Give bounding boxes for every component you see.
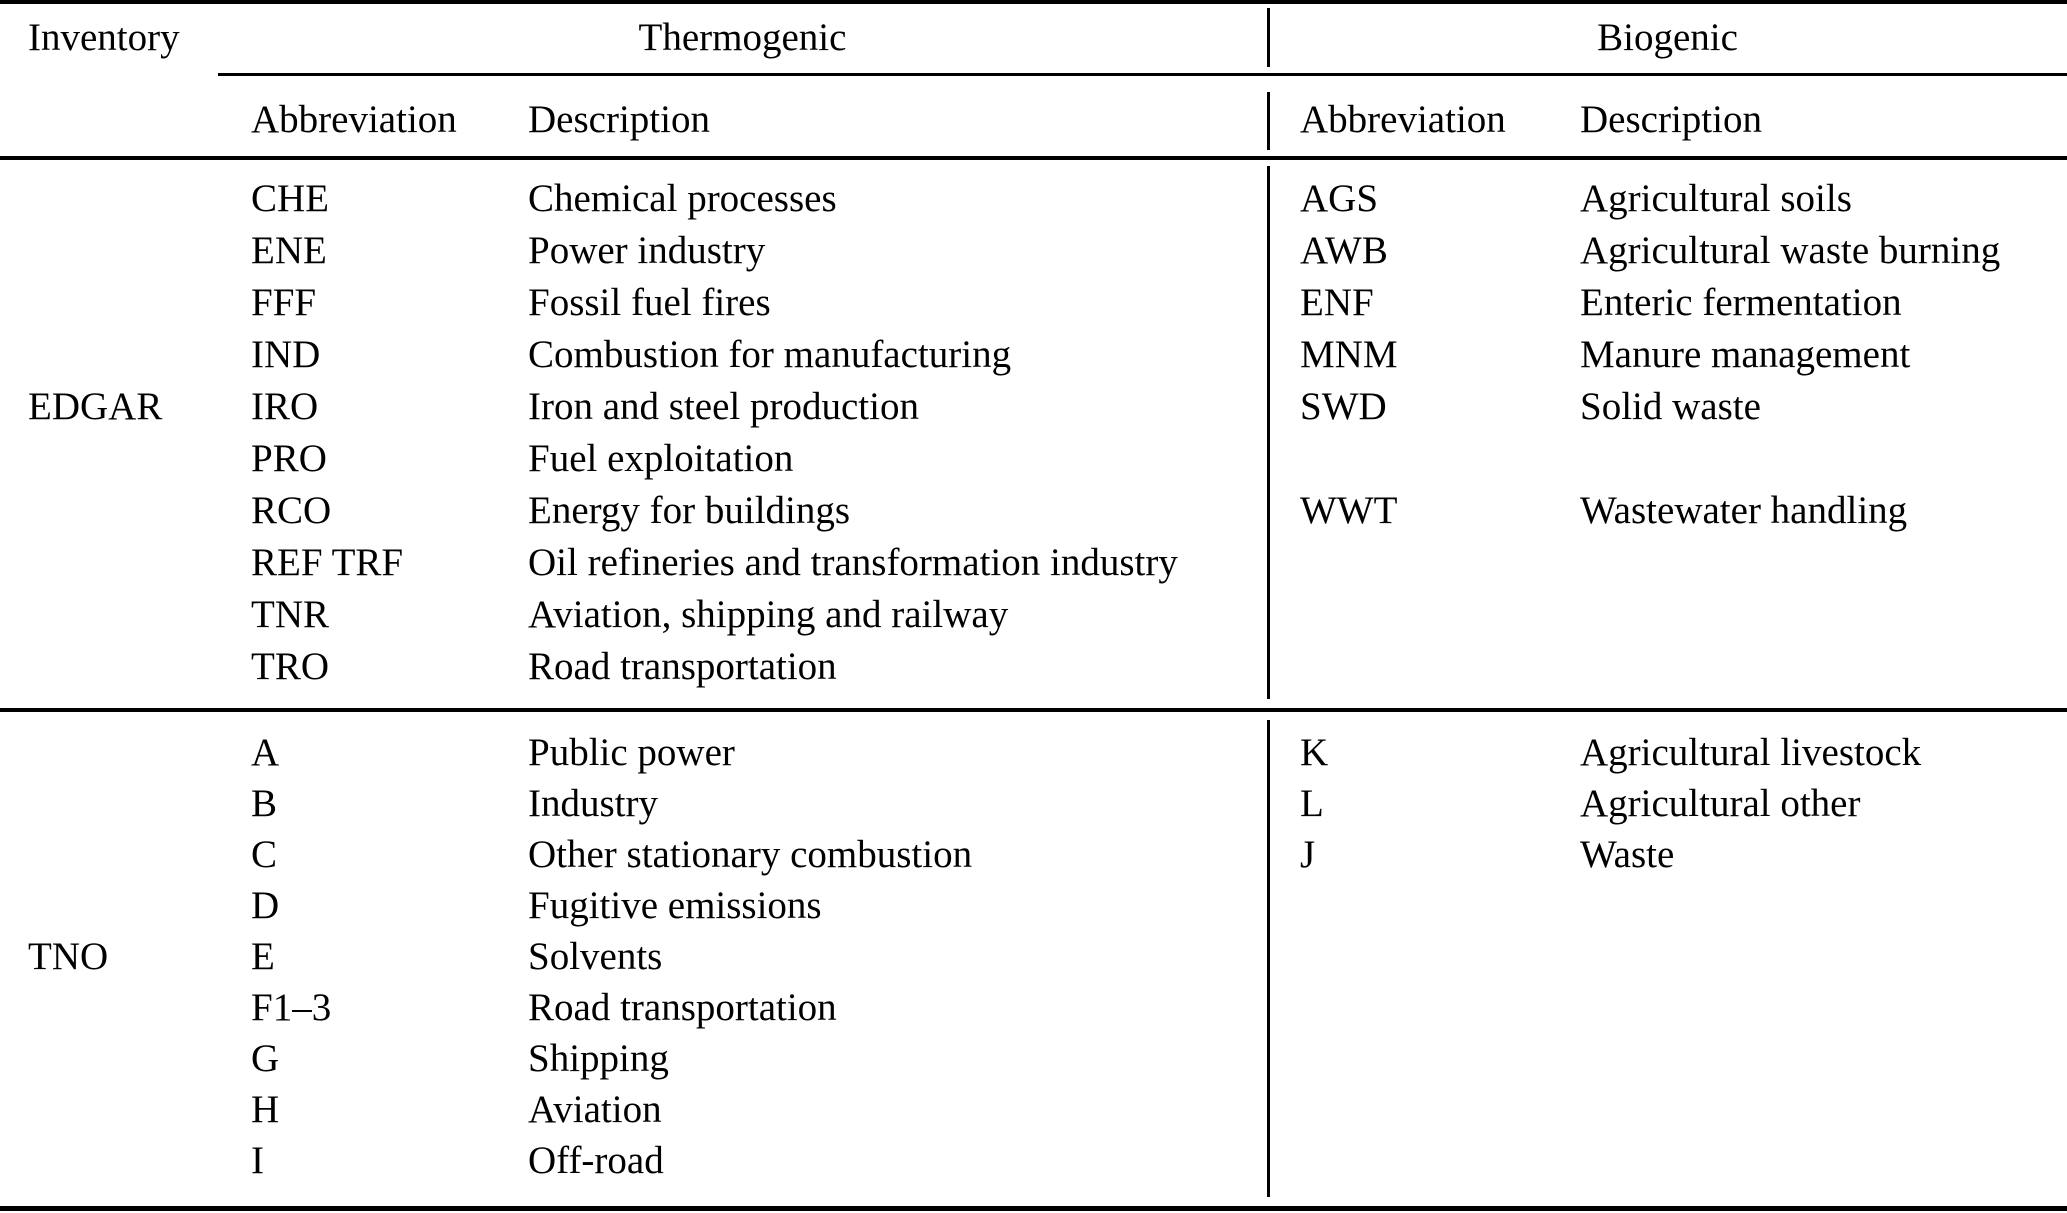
abbreviation-cell: B <box>251 782 278 825</box>
abbreviation-cell: TNR <box>251 593 329 636</box>
description-cell: Energy for buildings <box>528 489 851 532</box>
description-cell: Agricultural livestock <box>1580 731 1922 774</box>
description-cell: Enteric fermentation <box>1580 281 1902 324</box>
column-header-abbreviation-thermogenic: Abbreviation <box>251 98 457 141</box>
abbreviation-cell: RCO <box>251 489 332 532</box>
abbreviation-cell: ENE <box>251 229 327 272</box>
abbreviation-cell: CHE <box>251 177 329 220</box>
description-cell: Agricultural soils <box>1580 177 1852 220</box>
abbreviation-cell: A <box>251 731 280 774</box>
abbreviation-cell: REF TRF <box>251 541 404 584</box>
description-cell: Iron and steel production <box>528 385 919 428</box>
description-cell: Manure management <box>1580 333 1911 376</box>
abbreviation-cell: F1–3 <box>251 986 332 1029</box>
description-cell: Aviation <box>528 1088 662 1131</box>
vertical-divider-tno-section <box>1267 720 1270 1197</box>
description-cell: Shipping <box>528 1037 669 1080</box>
description-cell: Wastewater handling <box>1580 489 1908 532</box>
description-cell: Other stationary combustion <box>528 833 973 876</box>
description-cell: Power industry <box>528 229 766 272</box>
abbreviation-cell: H <box>251 1088 280 1131</box>
abbreviation-cell: FFF <box>251 281 317 324</box>
description-cell: Combustion for manufacturing <box>528 333 1012 376</box>
abbreviation-cell: IRO <box>251 385 319 428</box>
bottom-rule <box>0 1206 2067 1211</box>
description-cell: Fuel exploitation <box>528 437 794 480</box>
abbreviation-cell: E <box>251 935 275 978</box>
abbreviation-cell: WWT <box>1300 489 1398 532</box>
inventory-label-tno: TNO <box>28 935 109 978</box>
abbreviation-cell: J <box>1300 833 1316 876</box>
abbreviation-cell: SWD <box>1300 385 1387 428</box>
abbreviation-cell: PRO <box>251 437 327 480</box>
vertical-divider-edgar-section <box>1267 166 1270 699</box>
abbreviation-cell: K <box>1300 731 1329 774</box>
group-header-underline-rule <box>218 73 2067 76</box>
group-header-thermogenic: Thermogenic <box>638 16 847 59</box>
abbreviation-cell: TRO <box>251 645 329 688</box>
description-cell: Road transportation <box>528 986 837 1029</box>
description-cell: Fossil fuel fires <box>528 281 771 324</box>
section-divider-rule <box>0 708 2067 712</box>
description-cell: Oil refineries and transformation indust… <box>528 541 1178 584</box>
abbreviation-cell: AWB <box>1300 229 1388 272</box>
vertical-divider-column-header <box>1267 92 1270 150</box>
description-cell: Solid waste <box>1580 385 1761 428</box>
abbreviation-cell: C <box>251 833 278 876</box>
description-cell: Chemical processes <box>528 177 837 220</box>
description-cell: Off-road <box>528 1139 664 1182</box>
description-cell: Road transportation <box>528 645 837 688</box>
abbreviation-cell: IND <box>251 333 321 376</box>
abbreviation-cell: L <box>1300 782 1324 825</box>
column-header-abbreviation-biogenic: Abbreviation <box>1300 98 1506 141</box>
inventory-label-edgar: EDGAR <box>28 385 163 428</box>
inventory-column-header: Inventory <box>28 16 180 59</box>
top-rule <box>0 0 2067 4</box>
abbreviation-cell: D <box>251 884 280 927</box>
description-cell: Solvents <box>528 935 663 978</box>
abbreviation-cell: MNM <box>1300 333 1398 376</box>
description-cell: Waste <box>1580 833 1675 876</box>
column-header-description-thermogenic: Description <box>528 98 710 141</box>
group-header-biogenic: Biogenic <box>1597 16 1738 59</box>
description-cell: Fugitive emissions <box>528 884 822 927</box>
column-header-description-biogenic: Description <box>1580 98 1762 141</box>
description-cell: Agricultural waste burning <box>1580 229 2001 272</box>
description-cell: Agricultural other <box>1580 782 1861 825</box>
description-cell: Industry <box>528 782 658 825</box>
abbreviation-cell: AGS <box>1300 177 1379 220</box>
abbreviation-cell: ENF <box>1300 281 1374 324</box>
description-cell: Aviation, shipping and railway <box>528 593 1009 636</box>
abbreviation-cell: I <box>251 1139 264 1182</box>
abbreviation-cell: G <box>251 1037 280 1080</box>
vertical-divider-group-header <box>1267 8 1270 67</box>
description-cell: Public power <box>528 731 735 774</box>
header-body-rule <box>0 156 2067 160</box>
